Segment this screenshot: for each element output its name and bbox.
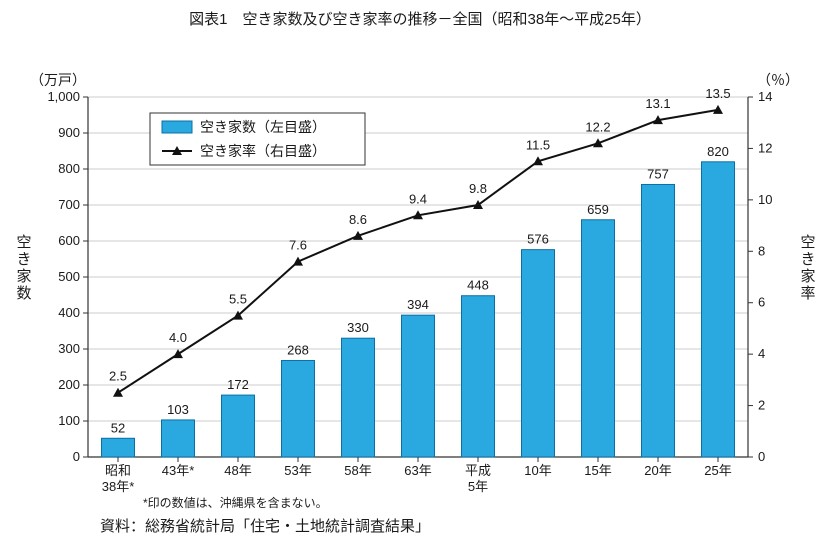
line-value-label: 9.4 [409,191,427,206]
y-right-unit: （％） [757,72,799,88]
line-value-label: 2.5 [109,369,127,384]
y-left-tick: 400 [58,305,80,320]
bar-value-label: 659 [587,202,609,217]
footnote: *印の数値は、沖縄県を含まない。 [143,495,328,509]
y-left-unit: （万戸） [30,72,86,88]
y-right-tick: 12 [758,140,772,155]
line-marker-triangle-icon [113,388,123,397]
y-left-tick: 900 [58,125,80,140]
bar-value-label: 576 [527,232,549,247]
x-tick-label: 48年 [224,463,251,478]
y-right-title: 家 [800,268,815,285]
chart-source: 資料：総務省統計局「住宅・土地統計調査結果」 [0,509,840,536]
bar [702,162,735,457]
line-value-label: 4.0 [169,330,187,345]
y-left-tick: 1,000 [47,89,80,104]
y-right-tick: 6 [758,295,765,310]
chart-svg: 0 100 200 300 400 500 600 700 800 900 1,000 0 2 4 6 8 10… [0,29,840,509]
y-right-tick: 4 [758,346,765,361]
legend-bar-swatch [162,121,192,133]
chart-container: 図表1 空き家数及び空き家率の推移－全国（昭和38年～平成25年） 010020… [0,0,840,555]
line-marker-triangle-icon [173,349,183,358]
line-value-label: 9.8 [469,181,487,196]
y-right-tick: 0 [758,449,765,464]
bar [222,395,255,457]
y-right-title: 空 [800,234,815,251]
y-left-tick: 600 [58,233,80,248]
bar [282,361,315,457]
bar [402,315,435,457]
bar-value-label: 103 [167,402,189,417]
bar-value-label: 330 [347,320,369,335]
y-left-tick: 800 [58,161,80,176]
x-tick-label: 20年 [644,463,671,478]
bar [102,438,135,457]
y-right-title: 率 [800,285,815,302]
x-tick-era: 昭和 [105,463,131,478]
bar-value-label: 52 [111,420,125,435]
x-tick-label: 43年* [162,463,195,478]
x-tick-label: 63年 [404,463,431,478]
chart-title: 図表1 空き家数及び空き家率の推移－全国（昭和38年～平成25年） [0,0,840,29]
bar [522,250,555,457]
y-left-title: 数 [16,285,31,302]
legend-line-label: 空き家率（右目盛） [200,143,326,159]
y-left-tick: 300 [58,341,80,356]
bar [342,338,375,457]
line-value-label: 5.5 [229,292,247,307]
bar-value-label: 394 [407,297,429,312]
y-left-title: き [16,251,31,268]
x-tick-label: 25年 [704,463,731,478]
line-value-label: 12.2 [585,119,610,134]
line-value-label: 13.1 [645,96,670,111]
line-value-label: 13.5 [705,86,730,101]
x-tick-label: 38年* [102,479,135,494]
y-right-tick: 2 [758,398,765,413]
bar-value-label: 820 [707,144,729,159]
y-left-tick: 100 [58,413,80,428]
bar [642,184,675,457]
x-tick-label: 5年 [468,479,488,494]
bar-value-label: 448 [467,278,489,293]
y-left-tick: 200 [58,377,80,392]
line-marker-triangle-icon [713,105,723,114]
bar-value-label: 757 [647,166,669,181]
x-tick-label: 53年 [284,463,311,478]
y-right-title: き [800,251,815,268]
bar [462,296,495,457]
line-value-label: 7.6 [289,238,307,253]
bar [162,420,195,457]
y-right-tick: 8 [758,243,765,258]
legend-bar-label: 空き家数（左目盛） [200,119,326,135]
y-left-title: 空 [16,234,31,251]
y-left-tick: 500 [58,269,80,284]
y-left-tick: 700 [58,197,80,212]
x-tick-label: 15年 [584,463,611,478]
x-tick-era: 平成 [465,463,491,478]
line-value-label: 11.5 [526,137,550,152]
y-right-tick: 14 [758,89,772,104]
y-left-title: 家 [16,268,31,285]
bar-value-label: 172 [227,377,249,392]
x-tick-label: 10年 [524,463,551,478]
y-right-tick: 10 [758,192,772,207]
x-tick-label: 58年 [344,463,371,478]
line-value-label: 8.6 [349,212,367,227]
bar [582,220,615,457]
y-left-tick: 0 [73,449,80,464]
bar-value-label: 268 [287,343,309,358]
